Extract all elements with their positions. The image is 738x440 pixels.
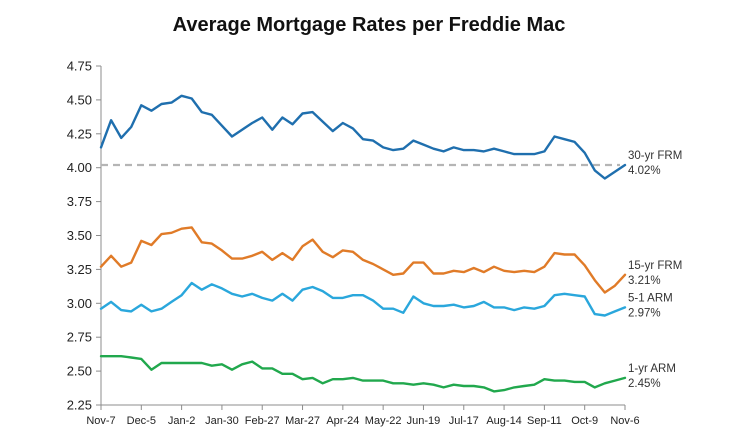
x-tick-label: Sep-11 <box>527 415 562 427</box>
y-tick-label: 2.75 <box>67 330 92 345</box>
x-tick-label: Oct-9 <box>571 415 598 427</box>
x-tick-label: Jan-2 <box>168 415 196 427</box>
x-axis: Nov-7 Dec-5 Jan-2 Jan-30 Feb-27 Mar-27 Apr-24 M… <box>86 404 640 427</box>
y-tick-label: 3.00 <box>67 296 92 311</box>
series-line-15-yr-frm <box>99 226 627 294</box>
series-name-15-yr-frm: 15-yr FRM <box>628 260 682 272</box>
series-name-1-yr-arm: 1-yr ARM <box>628 363 676 375</box>
series-value-30-yr-frm: 4.02% <box>628 165 661 177</box>
y-tick-label: 4.75 <box>67 59 92 74</box>
x-tick-label: Apr-24 <box>326 415 359 427</box>
x-tick-label: Nov-6 <box>610 415 639 427</box>
series-labels: 30-yr FRM 4.02% 15-yr FRM 3.21% 5-1 ARM 2.97%… <box>628 150 682 390</box>
x-tick-label: Dec-5 <box>127 415 156 427</box>
x-tick-label: Jul-17 <box>449 415 479 427</box>
series-line-5-1-arm <box>99 281 627 317</box>
y-axis: 4.75 4.50 4.25 4.00 3.75 3.50 3.25 3.00 2.75 2.50… <box>67 59 102 413</box>
series-value-15-yr-frm: 3.21% <box>628 275 661 287</box>
series-value-1-yr-arm: 2.45% <box>628 378 661 390</box>
x-tick-label: Jan-30 <box>205 415 239 427</box>
series-value-5-1-arm: 2.97% <box>628 307 661 319</box>
y-tick-label: 4.50 <box>67 92 92 107</box>
series-name-5-1-arm: 5-1 ARM <box>628 292 673 304</box>
x-tick-label: Jun-19 <box>407 415 441 427</box>
chart-title: Average Mortgage Rates per Freddie Mac <box>172 14 566 36</box>
x-tick-label: Mar-27 <box>285 415 320 427</box>
series-line-1-yr-arm <box>99 355 627 393</box>
y-tick-label: 3.50 <box>67 228 92 243</box>
series-line-30-yr-frm <box>99 94 627 180</box>
series-group <box>99 94 627 393</box>
y-tick-label: 2.50 <box>67 364 92 379</box>
y-tick-label: 4.00 <box>67 160 92 175</box>
y-tick-label: 3.25 <box>67 262 92 277</box>
x-tick-label: Aug-14 <box>486 415 521 427</box>
series-name-30-yr-frm: 30-yr FRM <box>628 150 682 162</box>
y-tick-label: 2.25 <box>67 398 92 413</box>
x-tick-label: Nov-7 <box>86 415 115 427</box>
y-tick-label: 4.25 <box>67 126 92 141</box>
y-tick-label: 3.75 <box>67 194 92 209</box>
x-tick-label: Feb-27 <box>245 415 280 427</box>
x-tick-label: May-22 <box>365 415 402 427</box>
